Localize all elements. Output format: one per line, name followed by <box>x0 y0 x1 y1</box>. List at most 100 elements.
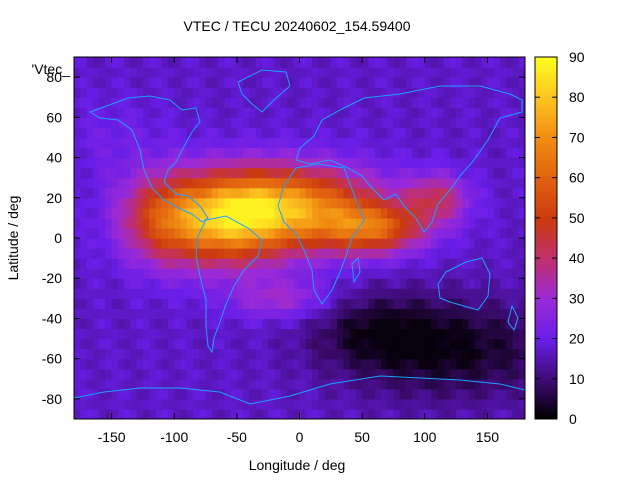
heatmap-cell <box>180 177 188 189</box>
heatmap-cell <box>280 368 288 380</box>
heatmap-cell <box>418 258 426 269</box>
heatmap-cell <box>387 238 395 249</box>
heatmap-cell <box>111 268 119 279</box>
heatmap-cell <box>468 288 476 299</box>
heatmap-cell <box>230 388 238 400</box>
heatmap-cell <box>199 288 207 299</box>
heatmap-cell <box>193 258 200 269</box>
heatmap-cell <box>362 87 369 98</box>
heatmap-cell <box>99 97 106 108</box>
heatmap-cell <box>74 408 81 419</box>
heatmap-cell <box>368 308 376 320</box>
heatmap-cell <box>74 298 81 309</box>
heatmap-cell <box>117 137 125 149</box>
heatmap-cell <box>456 398 463 410</box>
heatmap-cell <box>211 67 219 78</box>
heatmap-cell <box>255 207 263 219</box>
heatmap-cell <box>280 298 288 309</box>
heatmap-cell <box>443 157 451 169</box>
heatmap-cell <box>305 77 313 88</box>
heatmap-cell <box>493 197 501 209</box>
heatmap-cell <box>167 278 175 289</box>
heatmap-cell <box>105 398 113 410</box>
heatmap-cell <box>280 318 288 330</box>
heatmap-cell <box>255 117 263 128</box>
heatmap-cell <box>374 398 382 410</box>
heatmap-cell <box>92 137 100 149</box>
heatmap-cell <box>362 197 369 209</box>
heatmap-cell <box>312 288 319 299</box>
heatmap-cell <box>211 137 219 149</box>
heatmap-cell <box>387 338 395 350</box>
heatmap-cell <box>180 408 188 419</box>
heatmap-cell <box>161 398 169 410</box>
heatmap-cell <box>268 328 276 340</box>
heatmap-cell <box>431 388 438 400</box>
heatmap-cell <box>443 318 451 330</box>
heatmap-cell <box>349 197 357 209</box>
heatmap-cell <box>124 107 131 118</box>
heatmap-cell <box>205 258 213 269</box>
heatmap-cell <box>443 197 451 209</box>
heatmap-cell <box>362 57 369 68</box>
heatmap-cell <box>299 127 307 139</box>
heatmap-cell <box>280 87 288 98</box>
heatmap-cell <box>424 167 432 179</box>
heatmap-cell <box>117 147 125 159</box>
heatmap-cell <box>374 308 382 320</box>
heatmap-cell <box>330 67 338 78</box>
heatmap-cell <box>512 187 520 199</box>
heatmap-cell <box>387 328 395 340</box>
heatmap-cell <box>437 77 445 88</box>
heatmap-cell <box>380 278 388 289</box>
heatmap-cell <box>99 107 106 118</box>
heatmap-cell <box>86 197 94 209</box>
heatmap-cell <box>481 207 489 219</box>
heatmap-cell <box>312 107 319 118</box>
heatmap-cell <box>86 278 94 289</box>
heatmap-cell <box>149 87 157 98</box>
heatmap-cell <box>405 97 413 108</box>
heatmap-cell <box>418 268 426 279</box>
heatmap-cell <box>437 268 445 279</box>
heatmap-cell <box>449 378 457 390</box>
heatmap-cell <box>155 328 163 340</box>
heatmap-cell <box>474 318 482 330</box>
heatmap-cell <box>337 298 344 309</box>
heatmap-cell <box>424 398 432 410</box>
heatmap-cell <box>236 388 244 400</box>
heatmap-cell <box>368 77 376 88</box>
heatmap-cell <box>211 378 219 390</box>
heatmap-cell <box>130 97 138 108</box>
heatmap-cell <box>142 348 150 360</box>
heatmap-cell <box>362 97 369 108</box>
heatmap-cell <box>193 408 200 419</box>
heatmap-cell <box>437 197 445 209</box>
heatmap-cell <box>199 207 207 219</box>
heatmap-cell <box>74 167 81 179</box>
heatmap-cell <box>324 177 332 189</box>
heatmap-cell <box>199 137 207 149</box>
heatmap-cell <box>261 67 269 78</box>
heatmap-cell <box>174 77 182 88</box>
heatmap-cell <box>318 87 326 98</box>
heatmap-cell <box>387 258 395 269</box>
heatmap-cell <box>330 127 338 139</box>
colorbar-tick-label: 40 <box>569 250 585 266</box>
heatmap-cell <box>431 167 438 179</box>
heatmap-cell <box>293 378 301 390</box>
heatmap-cell <box>305 378 313 390</box>
heatmap-cell <box>449 77 457 88</box>
heatmap-cell <box>399 338 407 350</box>
heatmap-cell <box>474 137 482 149</box>
heatmap-cell <box>174 358 182 370</box>
heatmap-cell <box>355 358 363 370</box>
heatmap-cell <box>412 308 420 320</box>
heatmap-cell <box>512 207 520 219</box>
heatmap-cell <box>493 268 501 279</box>
heatmap-cell <box>405 177 413 189</box>
heatmap-cell <box>80 57 88 68</box>
heatmap-cell <box>186 167 194 179</box>
heatmap-cell <box>449 117 457 128</box>
heatmap-cell <box>205 67 213 78</box>
